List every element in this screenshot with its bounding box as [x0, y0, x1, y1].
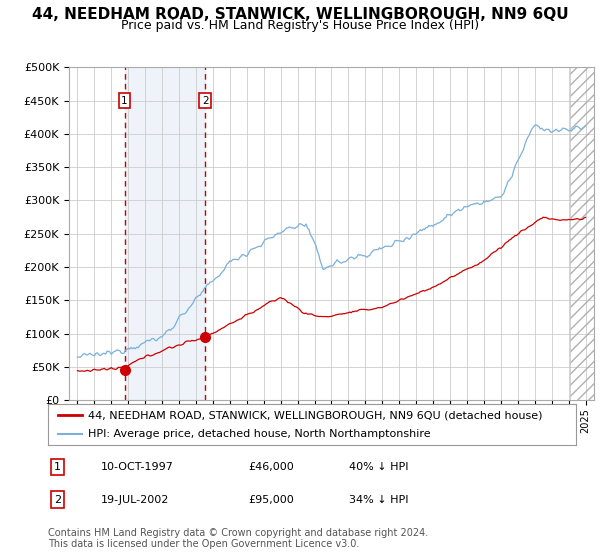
- Text: 19-JUL-2002: 19-JUL-2002: [101, 494, 169, 505]
- Text: 40% ↓ HPI: 40% ↓ HPI: [349, 462, 409, 472]
- Text: 10-OCT-1997: 10-OCT-1997: [101, 462, 173, 472]
- Text: 44, NEEDHAM ROAD, STANWICK, WELLINGBOROUGH, NN9 6QU (detached house): 44, NEEDHAM ROAD, STANWICK, WELLINGBOROU…: [88, 410, 542, 421]
- Text: £46,000: £46,000: [248, 462, 295, 472]
- Text: HPI: Average price, detached house, North Northamptonshire: HPI: Average price, detached house, Nort…: [88, 429, 430, 439]
- Bar: [570, 67, 594, 400]
- Text: 34% ↓ HPI: 34% ↓ HPI: [349, 494, 409, 505]
- Text: Contains HM Land Registry data © Crown copyright and database right 2024.
This d: Contains HM Land Registry data © Crown c…: [48, 528, 428, 549]
- Text: 2: 2: [54, 494, 61, 505]
- Text: 1: 1: [54, 462, 61, 472]
- Text: 44, NEEDHAM ROAD, STANWICK, WELLINGBOROUGH, NN9 6QU: 44, NEEDHAM ROAD, STANWICK, WELLINGBOROU…: [32, 7, 568, 22]
- Text: 1: 1: [121, 96, 128, 105]
- Bar: [125, 67, 205, 400]
- Text: 2: 2: [202, 96, 208, 105]
- Text: £95,000: £95,000: [248, 494, 295, 505]
- Text: Price paid vs. HM Land Registry's House Price Index (HPI): Price paid vs. HM Land Registry's House …: [121, 19, 479, 32]
- Bar: [570, 67, 594, 400]
